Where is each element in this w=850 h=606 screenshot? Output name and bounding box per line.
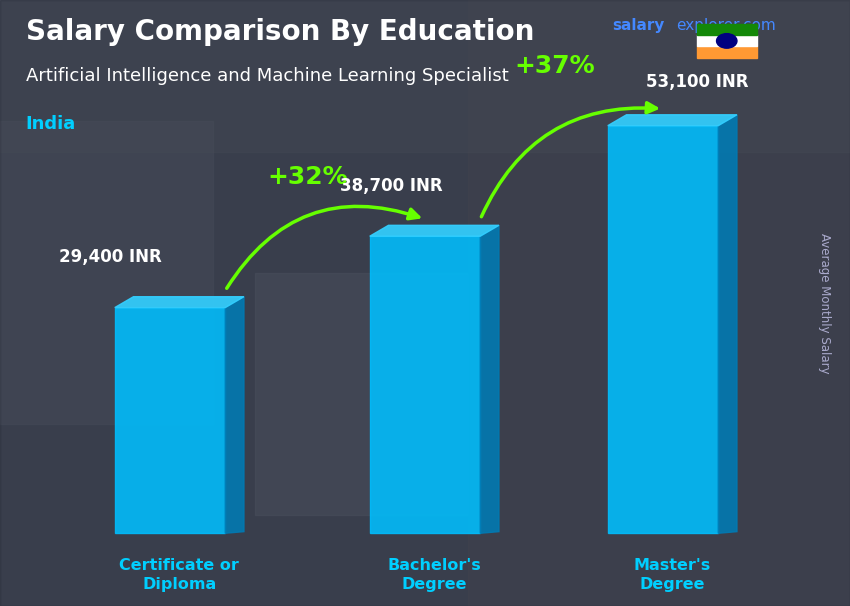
Text: +37%: +37% [514,55,595,78]
Text: 53,100 INR: 53,100 INR [646,73,748,90]
Text: Master's
Degree: Master's Degree [634,558,711,592]
Text: India: India [26,115,76,133]
Polygon shape [480,225,499,533]
Polygon shape [608,125,718,533]
Bar [0,121,212,424]
Text: Average Monthly Salary: Average Monthly Salary [818,233,831,373]
Polygon shape [608,115,737,125]
Bar [697,24,756,35]
Text: 38,700 INR: 38,700 INR [340,177,442,195]
Text: +32%: +32% [268,165,348,189]
Bar [468,0,850,606]
Bar [697,35,756,47]
Text: 29,400 INR: 29,400 INR [60,248,162,267]
Polygon shape [718,115,737,533]
Circle shape [717,33,737,48]
Text: salary: salary [612,18,665,33]
Text: Certificate or
Diploma: Certificate or Diploma [119,558,240,592]
Bar [255,273,468,515]
Polygon shape [370,225,499,236]
Polygon shape [370,236,480,533]
Text: Artificial Intelligence and Machine Learning Specialist: Artificial Intelligence and Machine Lear… [26,67,508,85]
Polygon shape [225,297,244,533]
Polygon shape [115,308,225,533]
Text: Salary Comparison By Education: Salary Comparison By Education [26,18,534,46]
Bar [0,0,850,152]
Text: explorer.com: explorer.com [676,18,775,33]
Text: Bachelor's
Degree: Bachelor's Degree [388,558,481,592]
Bar [697,47,756,58]
Polygon shape [115,297,244,308]
